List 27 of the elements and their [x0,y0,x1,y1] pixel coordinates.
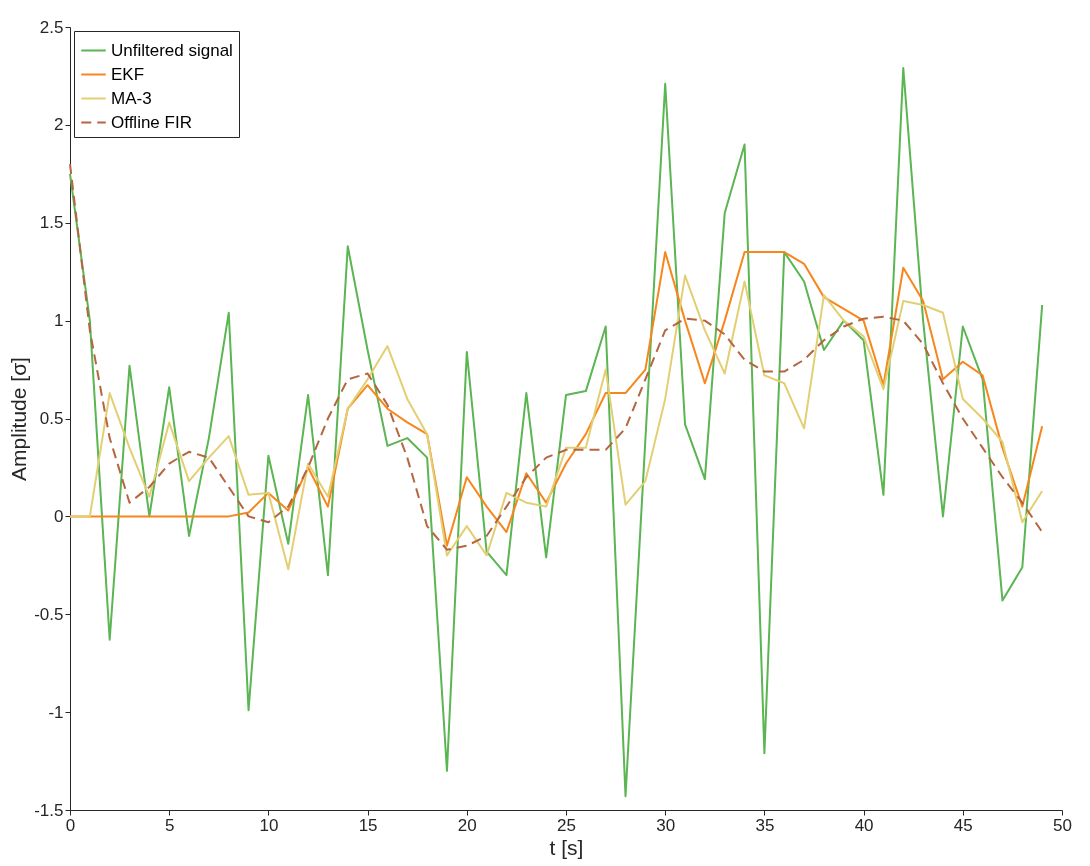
x-tick-label: 15 [358,815,378,835]
x-tick-label: 25 [557,815,576,835]
x-tick-label: 10 [259,815,279,835]
y-tick-label: 2 [54,115,64,135]
x-tick-label: 20 [457,815,477,835]
x-tick-label: 30 [656,815,676,835]
y-tick-label: 0 [54,506,64,526]
y-tick-label: 1.5 [39,213,64,233]
y-tick-label: 2.5 [39,17,64,37]
y-axis-title: Amplitude [σ] [7,357,31,481]
legend-label: Unfiltered signal [111,40,233,60]
legend-label: MA-3 [111,88,152,108]
y-tick-label: -0.5 [34,604,64,624]
x-tick-label: 45 [953,815,973,835]
line-series [69,67,1044,798]
legend-label: EKF [111,64,145,84]
x-tick-label: 5 [164,815,175,835]
y-tick-label: -1.5 [34,800,64,820]
y-tick-label: 0.5 [39,409,64,428]
y-tick-label: 1 [54,311,64,331]
x-axis-title: t [s] [549,835,584,859]
x-tick-label: 50 [1053,815,1072,835]
x-tick-label: 35 [755,815,775,835]
y-tick-label: -1 [48,702,64,722]
legend-label: Offline FIR [111,112,192,132]
line-series [69,163,1044,551]
x-tick-label: 40 [854,815,874,835]
